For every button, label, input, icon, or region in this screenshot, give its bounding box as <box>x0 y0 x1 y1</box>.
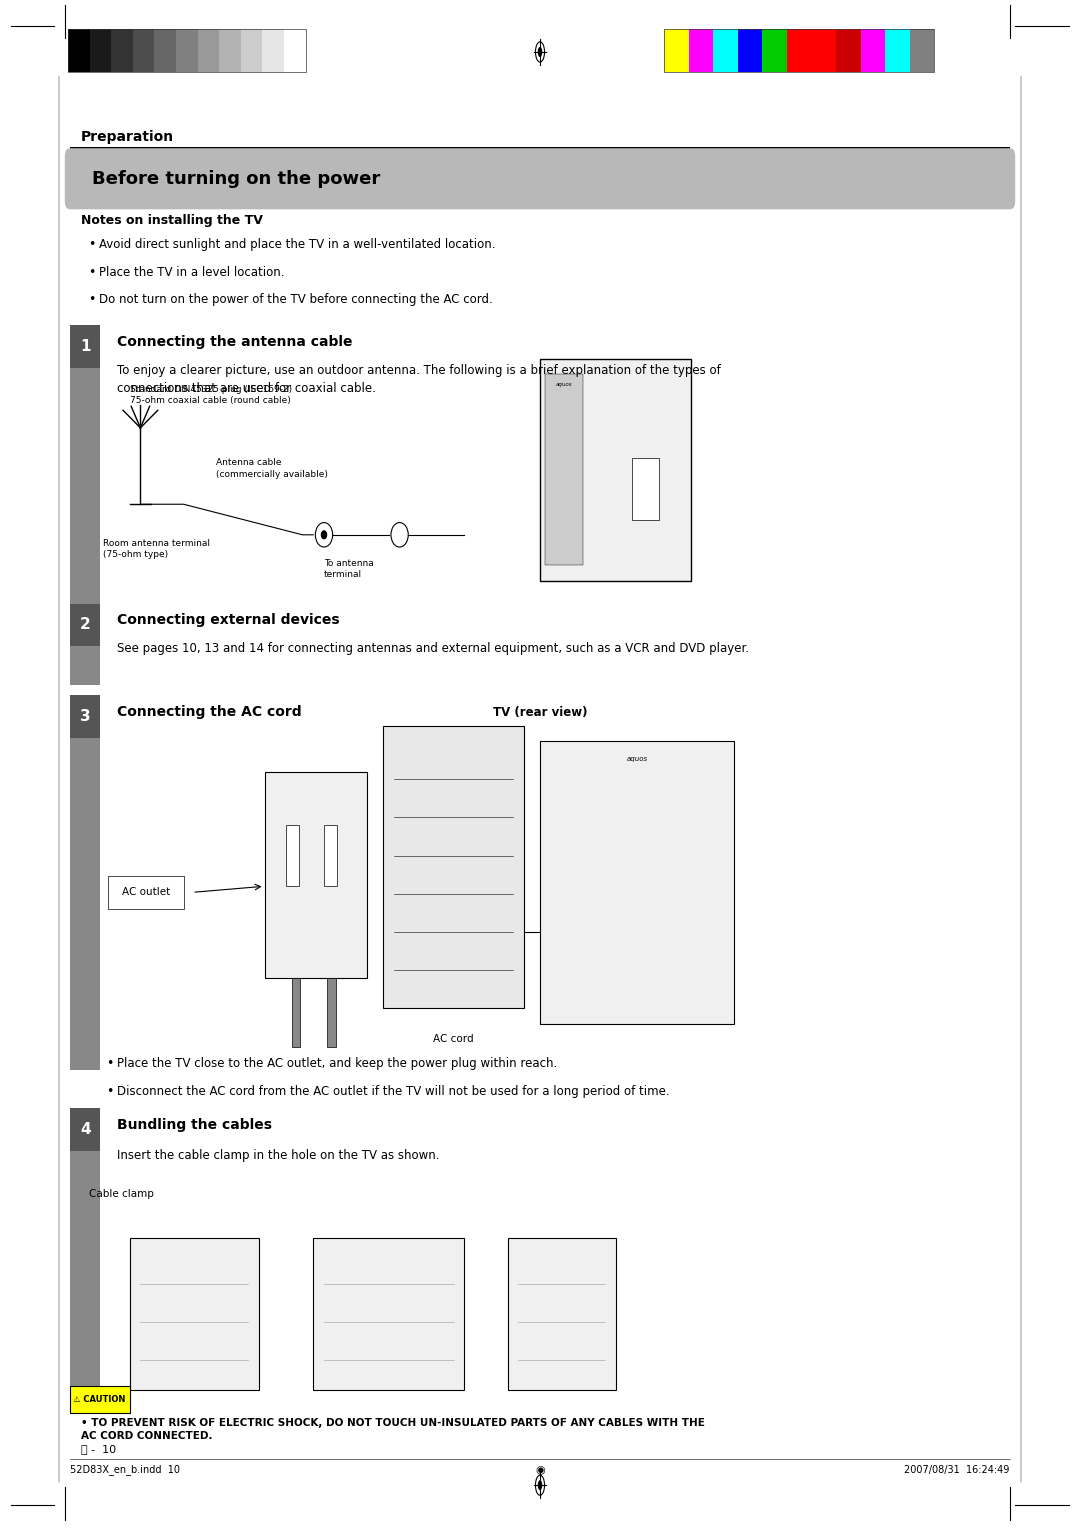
Text: •: • <box>89 266 96 280</box>
Bar <box>70 330 100 604</box>
Bar <box>90 29 111 72</box>
Text: 1: 1 <box>80 339 91 354</box>
Bar <box>836 29 861 72</box>
Text: ◉: ◉ <box>535 1465 545 1475</box>
Bar <box>313 1238 464 1390</box>
Text: 4: 4 <box>80 1122 91 1137</box>
Bar <box>909 29 934 72</box>
Bar <box>176 29 198 72</box>
Bar <box>713 29 738 72</box>
Bar <box>198 29 219 72</box>
Bar <box>540 741 734 1024</box>
Text: aquos: aquos <box>555 382 572 387</box>
Bar <box>327 978 336 1047</box>
Bar <box>689 29 713 72</box>
Bar <box>284 29 306 72</box>
Bar <box>324 825 337 886</box>
Ellipse shape <box>538 47 542 57</box>
Bar <box>383 726 524 1008</box>
Text: Notes on installing the TV: Notes on installing the TV <box>81 214 262 228</box>
Text: Preparation: Preparation <box>81 130 174 144</box>
Bar <box>241 29 262 72</box>
Text: 52D83X_en_b.indd  10: 52D83X_en_b.indd 10 <box>70 1464 180 1476</box>
Bar <box>286 825 299 886</box>
Bar <box>70 608 100 685</box>
Text: TV (rear view): TV (rear view) <box>492 706 588 718</box>
Text: Avoid direct sunlight and place the TV in a well-ventilated location.: Avoid direct sunlight and place the TV i… <box>99 238 496 252</box>
Bar <box>154 29 176 72</box>
Text: ⚠ CAUTION: ⚠ CAUTION <box>73 1395 125 1404</box>
Text: See pages 10, 13 and 14 for connecting antennas and external equipment, such as : See pages 10, 13 and 14 for connecting a… <box>117 642 748 656</box>
Bar <box>130 1238 259 1390</box>
Ellipse shape <box>538 1481 542 1490</box>
Bar <box>108 876 184 909</box>
Bar <box>508 1238 616 1390</box>
Bar <box>133 29 154 72</box>
Text: aquos: aquos <box>626 756 648 762</box>
Text: 2007/08/31  16:24:49: 2007/08/31 16:24:49 <box>904 1465 1010 1475</box>
Text: Standard DIN45325 plug (IEC169-2)
75-ohm coaxial cable (round cable): Standard DIN45325 plug (IEC169-2) 75-ohm… <box>130 385 292 405</box>
Bar <box>762 29 787 72</box>
Text: Cable clamp: Cable clamp <box>89 1189 153 1199</box>
Text: Antenna cable
(commercially available): Antenna cable (commercially available) <box>216 458 328 478</box>
Bar <box>68 29 90 72</box>
Text: Bundling the cables: Bundling the cables <box>117 1117 272 1132</box>
Text: •: • <box>89 293 96 307</box>
Text: Connecting external devices: Connecting external devices <box>117 613 339 628</box>
Text: Insert the cable clamp in the hole on the TV as shown.: Insert the cable clamp in the hole on th… <box>117 1149 440 1163</box>
Bar <box>70 695 100 738</box>
Text: Disconnect the AC cord from the AC outlet if the TV will not be used for a long : Disconnect the AC cord from the AC outle… <box>117 1085 670 1099</box>
Bar <box>70 604 100 646</box>
Text: Before turning on the power: Before turning on the power <box>92 170 380 188</box>
Text: Connecting the AC cord: Connecting the AC cord <box>117 704 301 720</box>
Bar <box>632 458 659 520</box>
Bar <box>70 1386 130 1413</box>
Bar <box>540 359 691 581</box>
Text: To antenna
terminal: To antenna terminal <box>324 559 374 579</box>
Circle shape <box>321 530 327 539</box>
Text: Room antenna terminal
(75-ohm type): Room antenna terminal (75-ohm type) <box>103 539 210 559</box>
Bar <box>292 978 300 1047</box>
Bar <box>545 374 583 565</box>
Text: Place the TV in a level location.: Place the TV in a level location. <box>99 266 285 280</box>
Bar <box>664 29 689 72</box>
Bar <box>664 29 934 72</box>
Bar <box>70 1112 100 1413</box>
Bar <box>262 29 284 72</box>
Bar <box>219 29 241 72</box>
Bar <box>787 29 811 72</box>
Bar <box>738 29 762 72</box>
Text: •: • <box>89 238 96 252</box>
Bar <box>111 29 133 72</box>
Text: To enjoy a clearer picture, use an outdoor antenna. The following is a brief exp: To enjoy a clearer picture, use an outdo… <box>117 364 720 394</box>
Text: Place the TV close to the AC outlet, and keep the power plug within reach.: Place the TV close to the AC outlet, and… <box>117 1057 557 1071</box>
Bar <box>70 700 100 1070</box>
Text: •: • <box>106 1057 113 1071</box>
Text: ⓔ -  10: ⓔ - 10 <box>81 1444 117 1455</box>
Text: 3: 3 <box>80 709 91 724</box>
Bar <box>811 29 836 72</box>
Bar <box>70 325 100 368</box>
Text: • TO PREVENT RISK OF ELECTRIC SHOCK, DO NOT TOUCH UN-INSULATED PARTS OF ANY CABL: • TO PREVENT RISK OF ELECTRIC SHOCK, DO … <box>81 1418 705 1441</box>
Text: 2: 2 <box>80 617 91 633</box>
Text: Do not turn on the power of the TV before connecting the AC cord.: Do not turn on the power of the TV befor… <box>99 293 494 307</box>
Bar <box>68 29 306 72</box>
Text: •: • <box>106 1085 113 1099</box>
FancyBboxPatch shape <box>65 148 1015 209</box>
Bar <box>886 29 909 72</box>
Text: Connecting the antenna cable: Connecting the antenna cable <box>117 335 352 350</box>
Bar <box>861 29 886 72</box>
Bar <box>265 772 367 978</box>
Bar <box>70 1108 100 1151</box>
Text: AC outlet: AC outlet <box>122 888 170 897</box>
Bar <box>70 147 1010 156</box>
Text: AC cord: AC cord <box>433 1034 474 1045</box>
